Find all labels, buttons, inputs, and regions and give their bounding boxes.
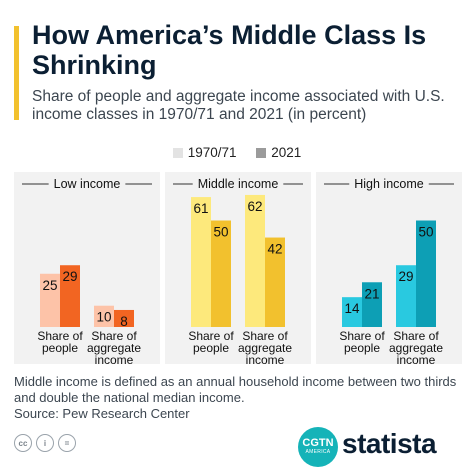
category-label-middle-share-of-people-line-1: Share of (188, 329, 234, 343)
legend-item-2021: 2021 (256, 145, 301, 160)
chart-title: How America’s Middle Class Is Shrinking (32, 20, 427, 80)
no-derivatives-icon[interactable]: = (58, 434, 76, 452)
data-label-middle-share-of-aggregate-income-2021: 42 (267, 242, 282, 257)
data-label-middle-share-of-people-2021: 50 (213, 225, 228, 240)
category-label-middle-share-of-aggregate-income-line-3: income (246, 353, 285, 367)
data-label-low-share-of-people-1970: 25 (42, 278, 57, 293)
panel-title-low: Low income (54, 177, 121, 191)
data-label-high-share-of-people-1970: 14 (344, 301, 360, 316)
bar-low-share-of-aggregate-income-2021 (114, 309, 134, 327)
category-label-low-share-of-aggregate-income-line-2: aggregate (87, 341, 141, 355)
panel-background-high (316, 172, 462, 364)
legend-label-2021: 2021 (271, 145, 302, 160)
data-label-middle-share-of-aggregate-income-1970: 62 (247, 199, 262, 214)
creative-commons-icon[interactable]: cc (14, 434, 32, 452)
category-label-middle-share-of-aggregate-income-line-1: Share of (242, 329, 288, 343)
definition-note: Middle income is defined as an annual ho… (14, 374, 457, 405)
cgtn-logo-text: CGTN (302, 437, 334, 449)
footnote: Middle income is defined as an annual ho… (14, 374, 464, 422)
license-icons: cc i = (14, 434, 76, 452)
title-accent-bar (14, 26, 19, 120)
legend-swatch-2021 (256, 147, 267, 158)
bar-high-share-of-aggregate-income-1970 (396, 265, 416, 327)
category-label-high-share-of-aggregate-income-line-2: aggregate (389, 341, 443, 355)
attribution-icon[interactable]: i (36, 434, 54, 452)
category-label-low-share-of-aggregate-income-line-3: income (95, 353, 134, 367)
bar-low-share-of-people-2021 (60, 265, 80, 327)
bar-middle-share-of-people-2021 (211, 220, 231, 327)
bar-low-share-of-people-1970 (40, 273, 60, 327)
data-label-low-share-of-people-2021: 29 (62, 269, 77, 284)
category-label-high-share-of-people-line-2: people (344, 341, 380, 355)
cgtn-logo-subtext: AMERICA (305, 449, 331, 455)
category-label-high-share-of-aggregate-income-line-3: income (397, 353, 436, 367)
panel-background-low (14, 172, 160, 364)
bar-high-share-of-people-2021 (362, 282, 382, 327)
cgtn-america-logo: CGTN AMERICA (298, 427, 338, 467)
legend: 1970/71 2021 (0, 145, 474, 161)
legend-swatch-1970 (172, 147, 183, 158)
legend-label-1970: 1970/71 (187, 145, 237, 160)
chart-subtitle: Share of people and aggregate income ass… (32, 88, 445, 123)
panel-background-middle (165, 172, 311, 364)
panel-title-high: High income (354, 177, 424, 191)
data-label-low-share-of-aggregate-income-2021: 8 (120, 314, 128, 329)
legend-item-1970: 1970/71 (172, 145, 237, 160)
bar-middle-share-of-aggregate-income-1970 (245, 194, 265, 327)
data-label-middle-share-of-people-1970: 61 (193, 201, 208, 216)
statista-logo: statista (342, 428, 437, 459)
category-label-low-share-of-aggregate-income-line-1: Share of (91, 329, 137, 343)
data-label-high-share-of-aggregate-income-1970: 29 (398, 269, 413, 284)
data-label-high-share-of-people-2021: 21 (364, 286, 379, 301)
bar-high-share-of-people-1970 (342, 297, 362, 327)
category-label-middle-share-of-people-line-2: people (193, 341, 229, 355)
bar-middle-share-of-people-1970 (191, 197, 211, 327)
category-label-middle-share-of-aggregate-income-line-2: aggregate (238, 341, 292, 355)
category-label-low-share-of-people-line-2: people (42, 341, 78, 355)
category-label-low-share-of-people-line-1: Share of (37, 329, 83, 343)
bar-low-share-of-aggregate-income-1970 (94, 305, 114, 327)
bar-high-share-of-aggregate-income-2021 (416, 220, 436, 327)
category-label-high-share-of-aggregate-income-line-1: Share of (393, 329, 439, 343)
panel-title-middle: Middle income (198, 177, 279, 191)
source-note: Source: Pew Research Center (14, 406, 190, 421)
bar-middle-share-of-aggregate-income-2021 (265, 237, 285, 327)
data-label-high-share-of-aggregate-income-2021: 50 (418, 225, 433, 240)
data-label-low-share-of-aggregate-income-1970: 10 (96, 310, 111, 325)
category-label-high-share-of-people-line-1: Share of (339, 329, 385, 343)
